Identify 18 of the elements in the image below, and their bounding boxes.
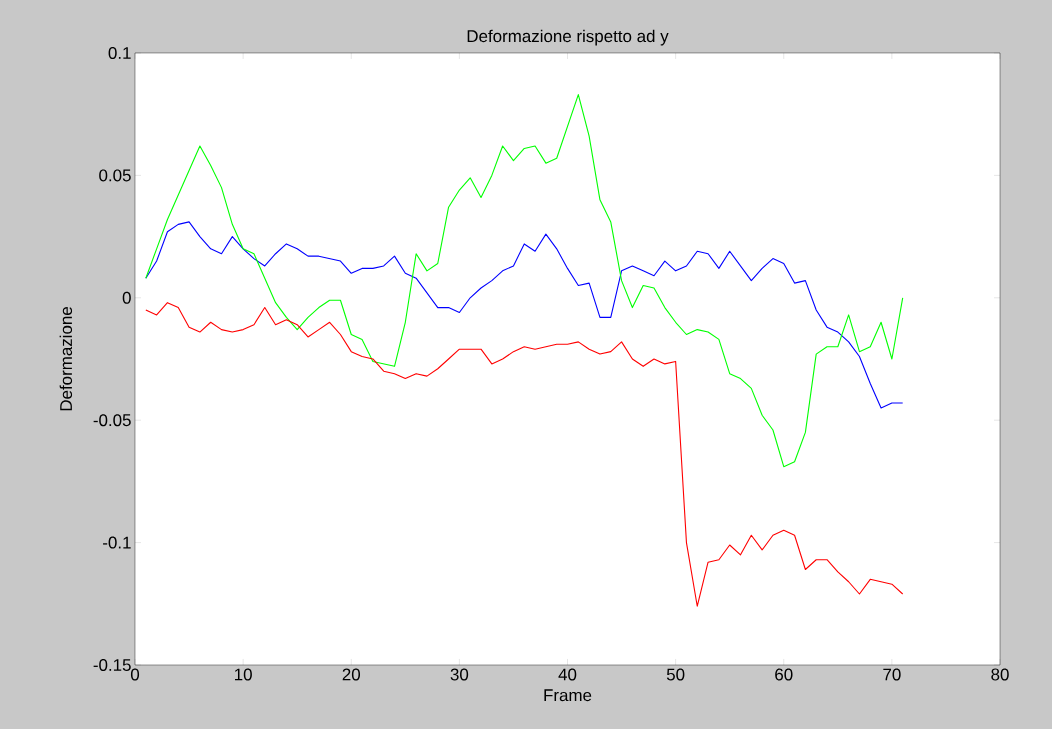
x-tick-label: 50 [666,668,685,681]
y-axis-title: Deformazione [59,307,73,411]
y-tick-label: -0.1 [103,536,131,549]
x-tick-label: 60 [775,668,793,681]
x-tick-label: 40 [558,668,577,681]
y-tick-label: -0.05 [93,414,131,427]
y-tick-label: -0.15 [93,658,131,671]
x-tick-label: 0 [130,668,140,681]
x-tick-label: 70 [883,668,901,681]
y-tick-label: 0.05 [99,169,131,182]
y-tick-label: 0.1 [108,46,131,59]
x-tick-label: 20 [342,668,361,681]
x-tick-label: 30 [450,668,469,681]
x-axis-title: Frame [544,689,592,702]
chart-title: Deformazione rispetto ad y [467,29,669,46]
x-tick-label: 80 [991,668,1009,681]
y-tick-label: 0 [122,291,131,304]
x-tick-label: 10 [235,668,252,681]
